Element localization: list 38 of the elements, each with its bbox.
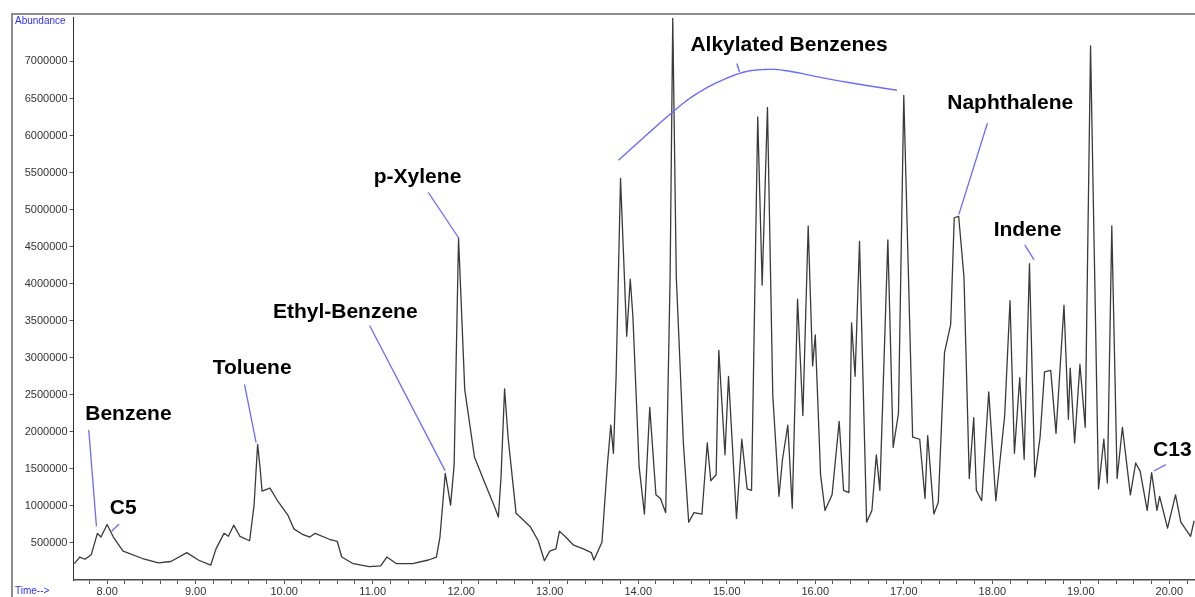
x-tick-label: 15.00 — [712, 584, 741, 597]
y-tick-label: 3500000 — [24, 313, 68, 326]
y-tick-label: 4500000 — [24, 239, 68, 252]
annotation: C5 — [109, 495, 137, 519]
y-tick-label: 7000000 — [24, 54, 68, 67]
y-axis-title: Abundance — [15, 14, 67, 26]
annotation: Indene — [993, 217, 1062, 241]
annotation: p-Xylene — [373, 163, 462, 187]
x-tick-label: 12.00 — [447, 584, 475, 597]
x-tick-label: 17.00 — [890, 584, 918, 597]
x-axis-title: Time--> — [15, 584, 50, 596]
x-tick-label: 14.00 — [624, 584, 652, 597]
annotation: C13 — [1153, 437, 1192, 461]
x-tick-label: 11.00 — [359, 584, 387, 597]
y-tick-label: 4000000 — [24, 276, 68, 289]
annotation: Toluene — [212, 354, 292, 378]
x-tick-label: 16.00 — [801, 584, 830, 597]
y-tick-label: 5000000 — [24, 202, 68, 215]
y-tick-label: 1000000 — [24, 498, 68, 511]
x-tick-label: 9.00 — [184, 584, 207, 597]
y-tick-label: 500000 — [30, 535, 68, 548]
y-tick-label: 6500000 — [24, 91, 68, 104]
x-tick-label: 18.00 — [978, 584, 1007, 597]
x-tick-label: 13.00 — [535, 584, 564, 597]
y-tick-label: 5500000 — [24, 165, 68, 178]
y-tick-label: 6000000 — [24, 128, 68, 141]
annotation: Naphthalene — [947, 90, 1074, 114]
x-tick-label: 19.00 — [1067, 584, 1095, 597]
annotation: Alkylated Benzenes — [690, 31, 888, 55]
y-tick-label: 3000000 — [24, 350, 68, 363]
annotation: Ethyl-Benzene — [272, 299, 418, 323]
y-tick-label: 2000000 — [24, 424, 68, 437]
y-tick-label: 2500000 — [24, 387, 68, 400]
x-tick-label: 8.00 — [96, 584, 118, 597]
y-tick-label: 1500000 — [24, 461, 68, 474]
x-tick-label: 10.00 — [270, 584, 298, 597]
x-tick-label: 20.00 — [1155, 584, 1184, 597]
annotation: Benzene — [85, 401, 172, 425]
